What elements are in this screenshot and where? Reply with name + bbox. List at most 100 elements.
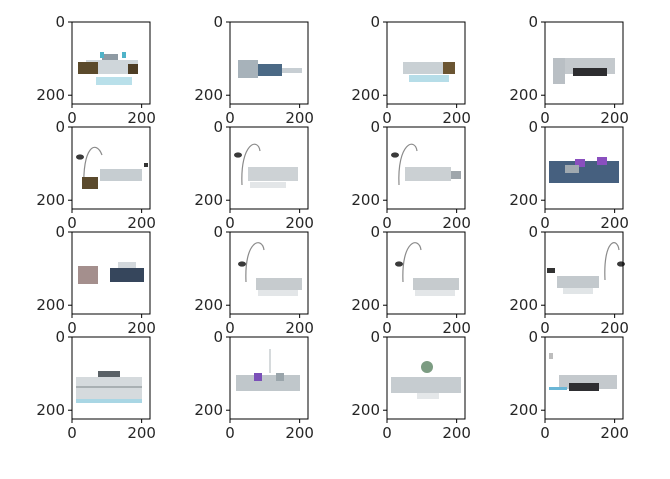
- grey-sofa: [236, 375, 300, 391]
- x-tick-label: 200: [285, 319, 314, 337]
- furniture-image-11: [395, 242, 459, 296]
- x-tick-label: 0: [225, 109, 235, 127]
- lamp-shade: [234, 152, 242, 158]
- y-tick-label: 200: [194, 86, 223, 104]
- pillow: [276, 373, 284, 381]
- lamp-shade: [617, 261, 625, 267]
- axes-frame: [544, 231, 624, 315]
- sofa: [403, 62, 453, 74]
- rug: [409, 75, 449, 82]
- y-tick-label: 200: [194, 296, 223, 314]
- black-ottoman: [573, 68, 607, 76]
- axes-frame: [71, 126, 151, 210]
- x-tick-label: 0: [225, 214, 235, 232]
- lamp-small: [549, 353, 553, 359]
- grey-sofa: [413, 278, 459, 290]
- axes-frame: [71, 336, 151, 420]
- grey-pillow: [565, 165, 579, 173]
- furniture-image-14: [236, 349, 300, 391]
- y-tick-label: 200: [509, 191, 538, 209]
- y-tick-label: 0: [528, 118, 538, 136]
- y-tick-label: 0: [370, 118, 380, 136]
- arc-lamp: [604, 242, 620, 281]
- axes-frame: [229, 231, 309, 315]
- grey-sofa: [256, 278, 302, 290]
- axes-frame: [229, 21, 309, 105]
- furniture-image-1: [78, 52, 138, 85]
- sofa: [100, 169, 142, 181]
- axes-frame: [229, 126, 309, 210]
- y-tick-label: 200: [194, 401, 223, 419]
- sectional-arm: [553, 58, 565, 84]
- purple-pillow: [254, 373, 262, 381]
- axes-frame: [544, 126, 624, 210]
- black-ottoman: [569, 383, 599, 391]
- y-tick-label: 200: [351, 401, 380, 419]
- axes-frame: [544, 336, 624, 420]
- x-tick-label: 200: [600, 109, 629, 127]
- x-tick-label: 0: [382, 424, 392, 442]
- furniture-image-10: [238, 242, 302, 296]
- coffee-table: [96, 77, 132, 85]
- x-tick-label: 0: [225, 319, 235, 337]
- grey-sofa: [248, 167, 298, 181]
- wall-lamp: [547, 268, 555, 273]
- lamp-shade: [238, 261, 246, 267]
- blue-sofa: [258, 64, 282, 76]
- x-tick-label: 200: [442, 319, 471, 337]
- furniture-image-4: [553, 58, 615, 84]
- y-tick-label: 0: [370, 13, 380, 31]
- x-tick-label: 200: [285, 109, 314, 127]
- pink-armchair: [78, 266, 98, 284]
- y-tick-label: 200: [509, 86, 538, 104]
- x-tick-label: 200: [285, 214, 314, 232]
- furniture-image-9: [78, 262, 144, 284]
- y-tick-label: 0: [55, 328, 65, 346]
- shelf: [118, 262, 136, 268]
- x-tick-label: 0: [540, 424, 550, 442]
- arc-lamp: [241, 143, 261, 186]
- tv-cabinet: [76, 377, 142, 399]
- axes-frame: [386, 336, 466, 420]
- x-tick-label: 200: [127, 424, 156, 442]
- x-tick-label: 200: [127, 214, 156, 232]
- y-tick-label: 0: [370, 223, 380, 241]
- y-tick-label: 0: [213, 13, 223, 31]
- tv-screen: [98, 371, 120, 377]
- table: [417, 393, 439, 399]
- x-tick-label: 0: [540, 214, 550, 232]
- teal-lamp-2: [122, 52, 126, 58]
- x-tick-label: 200: [600, 214, 629, 232]
- axes-frame: [229, 336, 309, 420]
- y-tick-label: 200: [351, 86, 380, 104]
- furniture-image-13: [76, 371, 142, 403]
- panel-background: [72, 127, 150, 209]
- axes-frame: [544, 21, 624, 105]
- grey-armchair: [238, 60, 258, 78]
- axes-frame: [386, 231, 466, 315]
- x-tick-label: 0: [382, 214, 392, 232]
- axes-frame: [71, 21, 151, 105]
- brown-chair-right: [128, 64, 138, 74]
- y-tick-label: 200: [36, 401, 65, 419]
- rug-edge: [76, 399, 142, 403]
- furniture-image-16: [549, 353, 617, 391]
- axes-frame: [386, 21, 466, 105]
- wall-lamp: [144, 163, 148, 167]
- x-tick-label: 0: [67, 319, 77, 337]
- x-tick-label: 200: [442, 424, 471, 442]
- y-tick-label: 200: [194, 191, 223, 209]
- purple-pillow: [575, 159, 585, 167]
- x-tick-label: 200: [127, 319, 156, 337]
